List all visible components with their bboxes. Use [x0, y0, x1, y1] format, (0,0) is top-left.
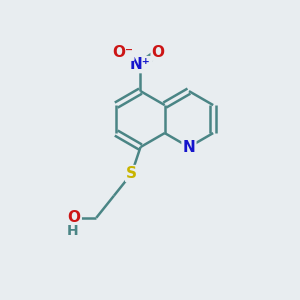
Text: O: O	[152, 45, 165, 60]
Text: S: S	[126, 166, 137, 181]
Text: H: H	[67, 224, 79, 238]
Text: O⁻: O⁻	[112, 45, 133, 60]
Text: N⁺: N⁺	[130, 57, 151, 72]
Text: N: N	[183, 140, 195, 154]
Text: O: O	[68, 210, 81, 225]
